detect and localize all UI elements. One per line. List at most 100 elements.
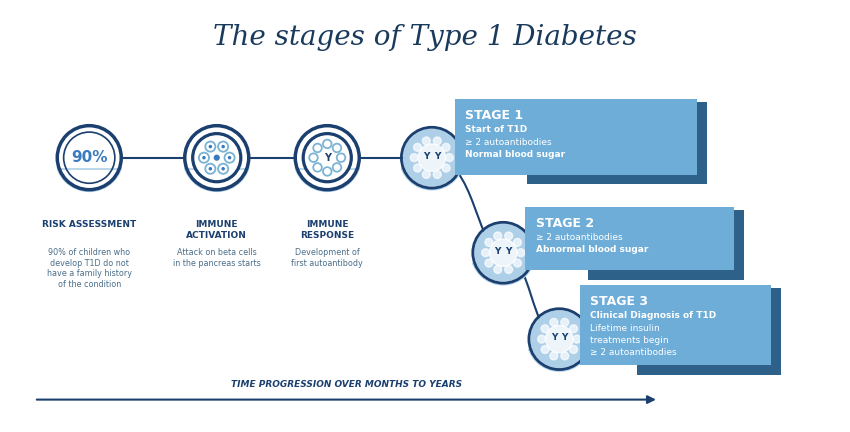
Circle shape: [218, 163, 229, 174]
Text: Clinical Diagnosis of T1D: Clinical Diagnosis of T1D: [590, 311, 717, 320]
Text: Attack on beta cells
in the pancreas starts: Attack on beta cells in the pancreas sta…: [173, 248, 261, 268]
Circle shape: [309, 153, 318, 162]
Circle shape: [314, 145, 320, 151]
Circle shape: [482, 249, 490, 257]
Text: Y: Y: [324, 152, 331, 163]
Circle shape: [442, 143, 450, 151]
Circle shape: [332, 143, 342, 152]
Circle shape: [546, 325, 573, 353]
Text: 90% of children who
develop T1D do not
have a family history
of the condition: 90% of children who develop T1D do not h…: [47, 248, 132, 289]
Circle shape: [411, 154, 418, 162]
FancyBboxPatch shape: [587, 270, 744, 280]
Circle shape: [325, 141, 330, 146]
Text: IMMUNE
RESPONSE: IMMUNE RESPONSE: [300, 220, 354, 240]
FancyBboxPatch shape: [525, 207, 734, 270]
Circle shape: [209, 168, 212, 170]
Circle shape: [561, 352, 569, 360]
Text: STAGE 1: STAGE 1: [465, 109, 523, 122]
Circle shape: [207, 143, 214, 150]
Circle shape: [224, 152, 235, 163]
FancyBboxPatch shape: [455, 99, 697, 175]
Circle shape: [422, 171, 430, 178]
Circle shape: [334, 145, 340, 151]
Circle shape: [325, 169, 330, 174]
Circle shape: [323, 140, 332, 149]
Text: Y: Y: [506, 247, 512, 256]
Circle shape: [485, 259, 493, 267]
Wedge shape: [185, 158, 248, 191]
Circle shape: [513, 259, 521, 267]
FancyBboxPatch shape: [697, 102, 707, 184]
Circle shape: [184, 126, 249, 190]
Circle shape: [442, 164, 450, 172]
Text: 90%: 90%: [71, 150, 107, 165]
Circle shape: [214, 156, 219, 160]
Text: Abnormal blood sugar: Abnormal blood sugar: [536, 245, 648, 254]
Text: RISK ASSESSMENT: RISK ASSESSMENT: [42, 220, 136, 229]
FancyBboxPatch shape: [771, 288, 781, 375]
Circle shape: [338, 155, 343, 160]
Circle shape: [538, 335, 546, 343]
Text: Start of T1D: Start of T1D: [465, 125, 527, 134]
Circle shape: [205, 163, 216, 174]
FancyBboxPatch shape: [527, 175, 707, 184]
Wedge shape: [473, 253, 533, 285]
Circle shape: [513, 238, 521, 246]
Circle shape: [494, 232, 502, 240]
Circle shape: [573, 335, 581, 343]
Circle shape: [541, 346, 549, 353]
Circle shape: [219, 143, 227, 150]
Text: ≥ 2 autoantibodies: ≥ 2 autoantibodies: [465, 138, 552, 147]
Circle shape: [550, 318, 558, 326]
Circle shape: [303, 133, 352, 183]
Circle shape: [334, 165, 340, 170]
Circle shape: [313, 143, 322, 152]
Circle shape: [445, 154, 453, 162]
Circle shape: [550, 352, 558, 360]
Circle shape: [570, 346, 577, 353]
Wedge shape: [296, 158, 359, 191]
FancyBboxPatch shape: [580, 285, 771, 365]
Circle shape: [414, 164, 422, 172]
Circle shape: [218, 141, 229, 152]
Circle shape: [475, 225, 531, 281]
Circle shape: [313, 163, 322, 172]
FancyBboxPatch shape: [734, 210, 744, 280]
Wedge shape: [402, 158, 462, 190]
Circle shape: [561, 318, 569, 326]
Wedge shape: [530, 339, 589, 371]
Text: Y: Y: [495, 247, 501, 256]
Circle shape: [207, 165, 214, 172]
Circle shape: [203, 157, 205, 159]
Circle shape: [494, 266, 502, 273]
Circle shape: [311, 155, 316, 160]
Circle shape: [201, 154, 207, 161]
Circle shape: [531, 311, 587, 367]
Circle shape: [226, 154, 233, 161]
FancyBboxPatch shape: [638, 365, 781, 375]
Circle shape: [209, 146, 212, 148]
Circle shape: [332, 163, 342, 172]
Circle shape: [404, 130, 460, 186]
Circle shape: [57, 126, 122, 190]
Circle shape: [422, 137, 430, 145]
Text: IMMUNE
ACTIVATION: IMMUNE ACTIVATION: [186, 220, 247, 240]
Text: Y: Y: [434, 152, 440, 161]
Circle shape: [195, 136, 239, 179]
Circle shape: [222, 146, 224, 148]
Circle shape: [434, 137, 441, 145]
Circle shape: [323, 167, 332, 176]
Circle shape: [199, 152, 209, 163]
Text: Y: Y: [562, 333, 568, 342]
Circle shape: [295, 126, 360, 190]
Circle shape: [541, 325, 549, 333]
Circle shape: [570, 325, 577, 333]
Circle shape: [337, 153, 345, 162]
Circle shape: [192, 133, 241, 183]
Text: Normal blood sugar: Normal blood sugar: [465, 150, 565, 159]
Circle shape: [314, 165, 320, 170]
Circle shape: [414, 143, 422, 151]
Circle shape: [205, 141, 216, 152]
Circle shape: [222, 168, 224, 170]
Circle shape: [517, 249, 524, 257]
